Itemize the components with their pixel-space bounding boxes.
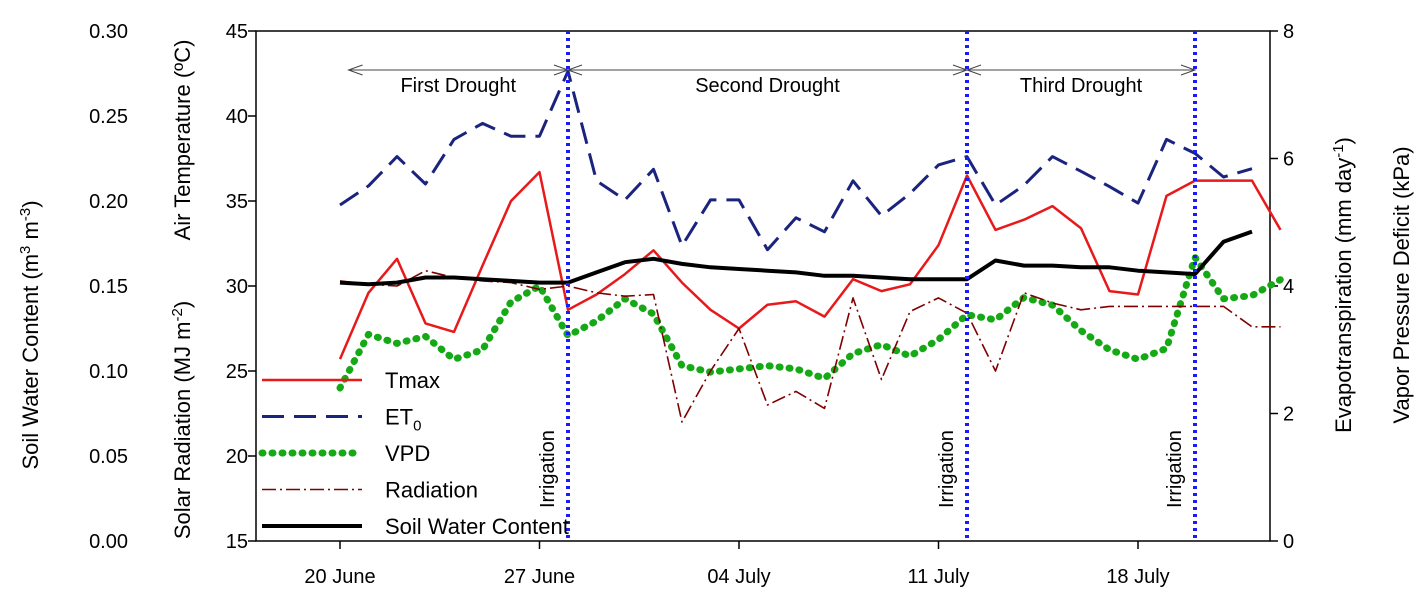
legend-label: Tmax [385,368,440,393]
legend-label: ET0 [385,405,421,435]
et-tick-label: 8 [1283,21,1294,43]
legend-label: VPD [385,441,430,466]
air-temperature-axis-label: Air Temperature (ºC) [170,40,195,241]
irrigation-label: Irrigation [537,430,559,508]
soil-tick-label: 0.00 [89,531,128,553]
series-line-soil-water-content [339,229,1253,287]
evapotranspiration-axis-label: Evapotranspiration (mm day-1) [1330,137,1356,433]
rad-label-suffix: ) [170,301,195,308]
legend-label: Soil Water Content [385,514,569,539]
irrigation-label: Irrigation [1164,430,1186,508]
et-label-prefix: Evapotranspiration (mm day [1331,158,1356,433]
legend-label-sub: 0 [413,418,421,435]
temp-tick-label: 25 [226,361,248,383]
solar-radiation-axis-label: Solar Radiation (MJ m-2) [169,301,195,539]
soil-tick-label: 0.20 [89,191,128,213]
soil-label-sup2: -3 [17,208,34,221]
soil-tick-label: 0.10 [89,361,128,383]
drought-label: Third Drought [1020,75,1143,97]
legend-label-text: ET [385,405,413,430]
x-tick-label: 27 June [504,566,575,588]
rad-label-sup: -2 [169,308,186,321]
drought-arrowhead-right [1180,64,1197,76]
series-line-vpd [336,253,1284,392]
et-label-suffix: ) [1331,137,1356,144]
legend-label-text: VPD [385,441,430,466]
temp-tick-label: 20 [226,446,248,468]
drought-arrowhead-left [566,64,583,76]
et-tick-label: 4 [1283,276,1294,298]
temp-tick-label: 45 [226,21,248,43]
temp-tick-label: 35 [226,191,248,213]
irrigation-label: Irrigation [936,430,958,508]
x-tick-label: 18 July [1106,566,1169,588]
soil-label-mid: m [18,221,43,245]
soil-label-prefix: Soil Water Content (m [18,254,43,470]
soil-tick-label: 0.05 [89,446,128,468]
soil-tick-label: 0.30 [89,21,128,43]
temp-tick-label: 15 [226,531,248,553]
legend-label-text: Tmax [385,368,440,393]
series-line-et0 [339,69,1253,252]
series-line-tmax [338,170,1282,360]
soil-label-sup1: 3 [17,246,34,254]
et-tick-label: 2 [1283,404,1294,426]
x-tick-label: 11 July [908,566,970,588]
drought-label: Second Drought [695,75,840,97]
temp-tick-label: 40 [226,106,248,128]
drought-arrowhead-left [347,64,363,76]
soil-label-suffix: ) [18,200,43,207]
drought-label: First Drought [400,75,516,97]
soil-tick-label: 0.25 [89,106,128,128]
x-tick-label: 20 June [304,566,375,588]
legend-label-text: Soil Water Content [385,514,569,539]
et-tick-label: 0 [1283,531,1294,553]
rad-label-prefix: Solar Radiation (MJ m [170,322,195,540]
temp-tick-label: 30 [226,276,248,298]
et-label-sup: -1 [1330,144,1347,157]
vpd-axis-label: Vapor Pressure Deficit (kPa) [1389,146,1414,423]
series-line-radiation [339,269,1281,423]
legend-label: Radiation [385,478,478,503]
drought-arrowhead-left [965,64,982,76]
legend-label-text: Radiation [385,478,478,503]
soil-water-axis-label: Soil Water Content (m3 m-3) [17,200,43,469]
soil-tick-label: 0.15 [89,276,128,298]
et-tick-label: 6 [1283,149,1294,171]
x-tick-label: 04 July [707,566,770,588]
